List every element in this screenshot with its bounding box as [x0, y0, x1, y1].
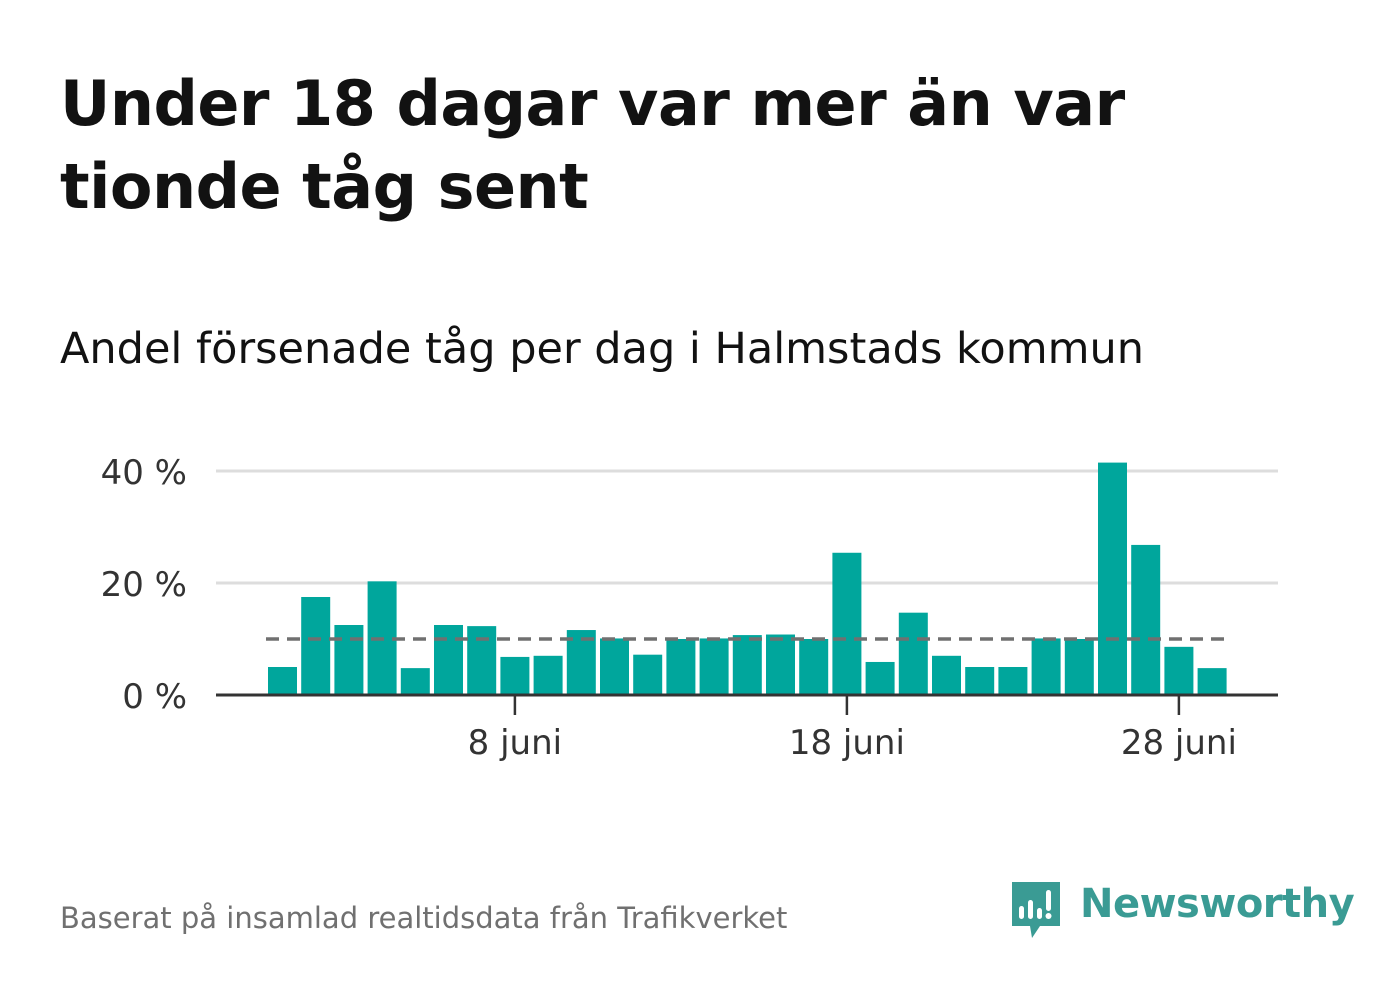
bar: [600, 638, 629, 695]
newsworthy-logo-icon: [1012, 882, 1060, 938]
bar: [932, 655, 961, 695]
bar: [699, 638, 729, 695]
x-tick-label: 28 juni: [1121, 723, 1237, 763]
brand-name: Newsworthy: [1080, 881, 1355, 927]
y-tick-label: 20 %: [101, 565, 187, 605]
bar: [268, 667, 297, 695]
bar: [467, 626, 497, 695]
source-note: Baserat på insamlad realtidsdata från Tr…: [60, 901, 788, 935]
y-tick-label: 40 %: [101, 453, 187, 493]
chart-subtitle: Andel försenade tåg per dag i Halmstads …: [60, 324, 1144, 374]
bar: [666, 639, 696, 695]
bar: [1164, 646, 1194, 695]
bar: [301, 597, 331, 695]
bar: [566, 630, 596, 695]
bar: [898, 612, 928, 695]
chart-title: Under 18 dagar var mer än var tionde tåg…: [60, 67, 1125, 223]
bar: [799, 639, 829, 695]
bar: [766, 634, 795, 695]
bar: [832, 552, 862, 695]
bar: [1197, 668, 1227, 695]
y-tick-label: 0 %: [122, 677, 187, 717]
bar: [400, 668, 430, 695]
bar: [732, 635, 762, 695]
bar: [1131, 544, 1161, 695]
bar: [334, 625, 364, 695]
brand-logo: Newsworthy: [1010, 876, 1355, 942]
bar: [998, 667, 1028, 695]
bar: [1098, 462, 1127, 695]
bar: [434, 625, 463, 695]
bar: [1064, 639, 1094, 695]
bar: [965, 667, 995, 695]
bar: [533, 655, 563, 695]
x-tick-label: 8 juni: [468, 723, 562, 763]
bar: [500, 656, 530, 695]
bar: [1031, 638, 1061, 695]
bar-chart: 0 % 20 % 40 % 8 juni 18 juni 28 juni: [101, 453, 1278, 763]
bar: [865, 661, 895, 695]
bar: [633, 654, 663, 695]
x-tick-label: 18 juni: [789, 723, 905, 763]
